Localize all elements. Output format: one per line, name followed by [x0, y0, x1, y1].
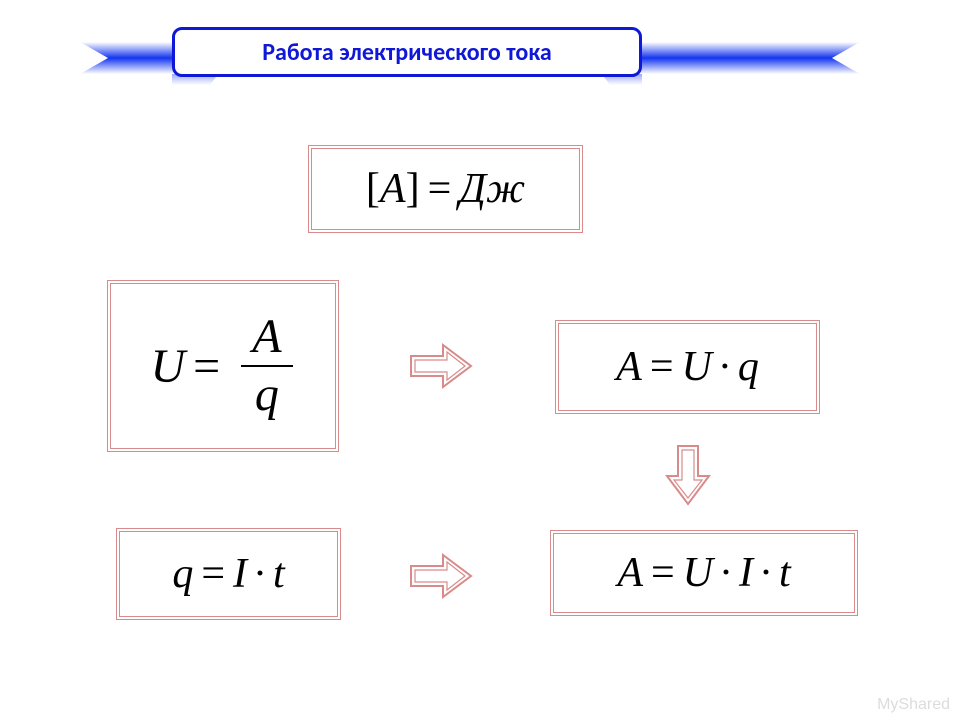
formula-units: [ A ] = Дж: [308, 145, 583, 233]
var-I: I: [739, 549, 753, 597]
formula-voltage: U = A q: [107, 280, 339, 452]
equals: =: [201, 550, 225, 598]
title-banner: Работа электрического тока: [80, 25, 860, 90]
bracket-open: [: [366, 165, 380, 213]
dot: ·: [253, 550, 267, 598]
var-t: t: [273, 550, 285, 598]
page-title: Работа электрического тока: [172, 27, 642, 77]
var-q: q: [172, 550, 193, 598]
numerator: A: [238, 313, 295, 361]
equals: =: [650, 343, 674, 391]
formula-work-uit: A = U · I · t: [550, 530, 858, 616]
watermark: MyShared: [877, 696, 950, 714]
var-U: U: [150, 339, 185, 394]
formula-work-uq: A = U · q: [555, 320, 820, 414]
var-t: t: [779, 549, 791, 597]
unit-joule: Дж: [459, 165, 525, 213]
var-U: U: [682, 343, 712, 391]
fraction-bar: [241, 365, 293, 367]
var-q: q: [738, 343, 759, 391]
arrow-right-1: [405, 340, 477, 392]
equals: =: [651, 549, 675, 597]
bracket-close: ]: [406, 165, 420, 213]
formula-charge: q = I · t: [116, 528, 341, 620]
arrow-right-2: [405, 550, 477, 602]
dot: ·: [718, 343, 732, 391]
var-U: U: [683, 549, 713, 597]
var-A: A: [380, 165, 406, 213]
dot: ·: [759, 549, 773, 597]
var-I: I: [233, 550, 247, 598]
denominator: q: [241, 371, 293, 419]
dot: ·: [719, 549, 733, 597]
var-A: A: [616, 343, 642, 391]
var-A: A: [617, 549, 643, 597]
arrow-down: [662, 440, 714, 510]
equals: =: [428, 165, 452, 213]
fraction: A q: [238, 313, 295, 419]
equals: =: [193, 339, 220, 394]
